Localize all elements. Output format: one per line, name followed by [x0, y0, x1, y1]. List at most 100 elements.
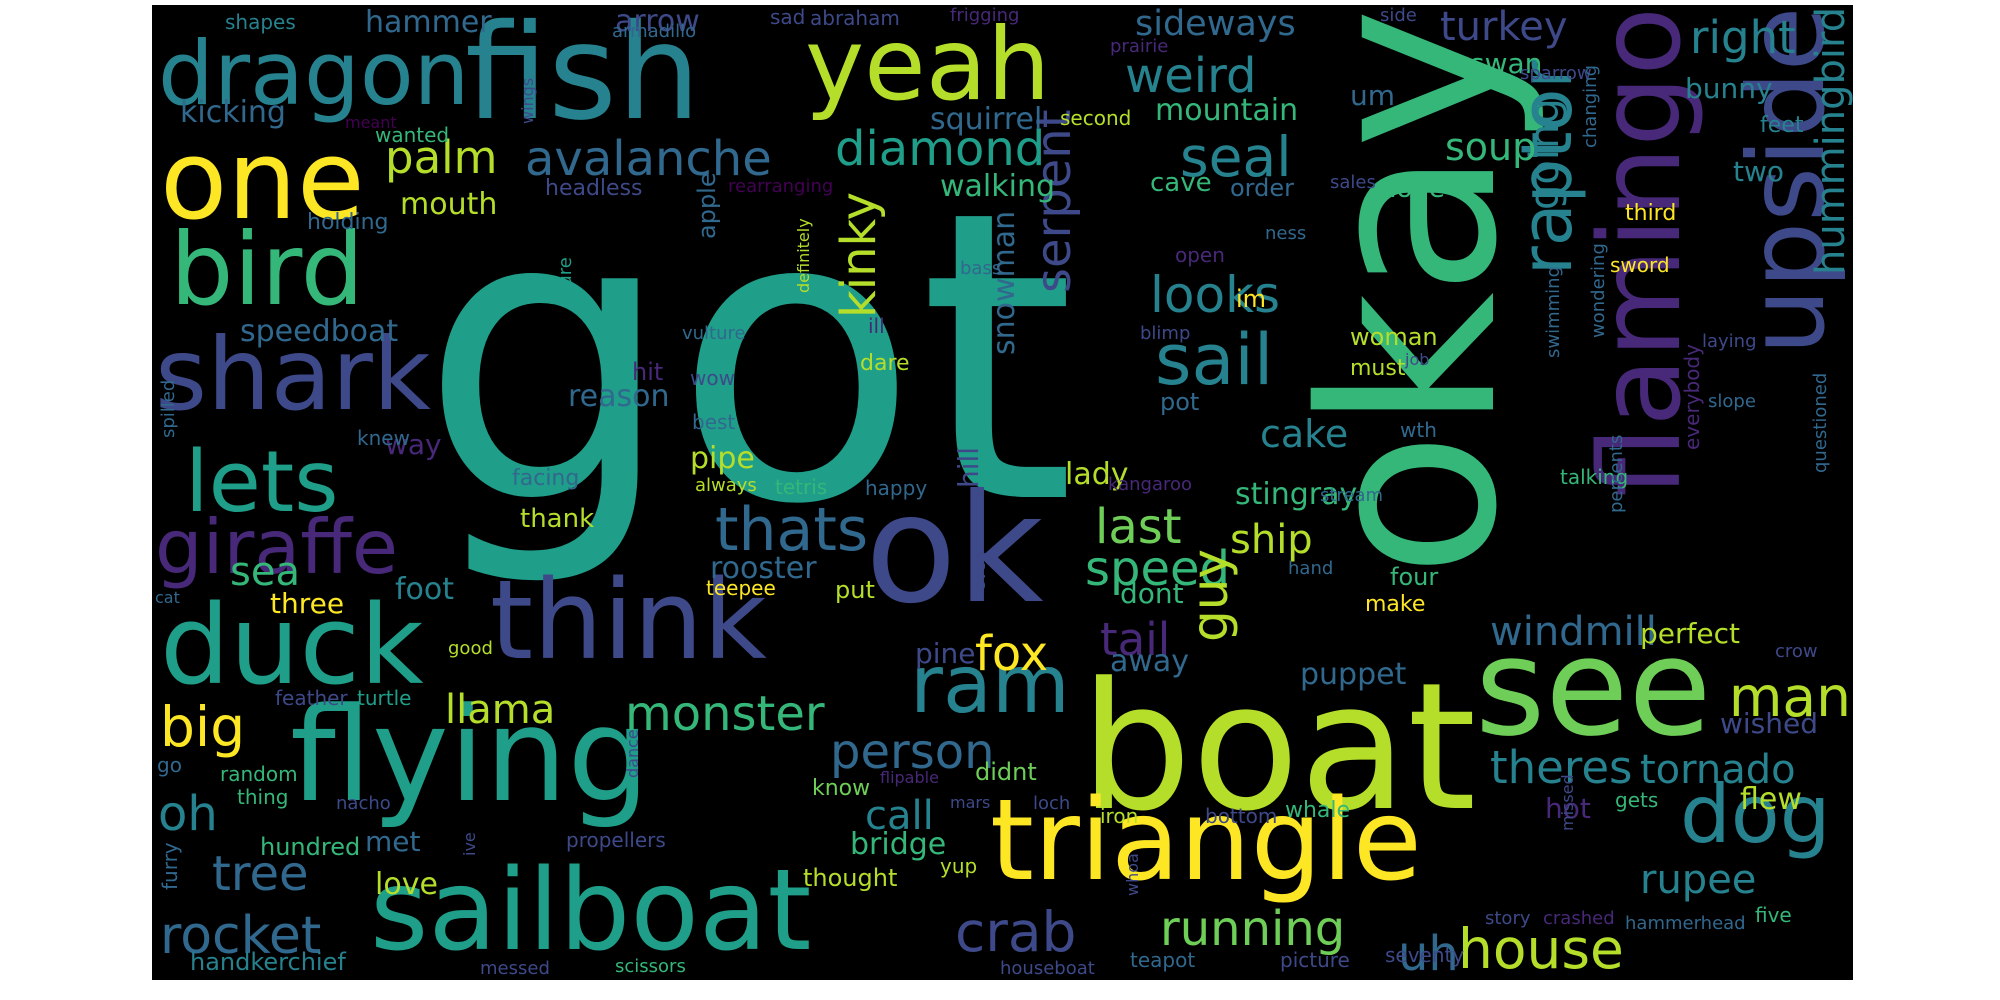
cloud-word-uh: uh: [1398, 926, 1459, 980]
cloud-word-ness: ness: [1265, 223, 1307, 244]
cloud-word-blimp: blimp: [1140, 323, 1191, 344]
cloud-word-done: done: [1380, 174, 1445, 204]
cloud-word-crow: crow: [1775, 641, 1818, 662]
cloud-word-lets: lets: [185, 433, 339, 532]
cloud-word-scissors: scissors: [615, 956, 686, 977]
cloud-word-duck: duck: [160, 581, 424, 709]
cloud-word-turtle: turtle: [357, 686, 412, 710]
cloud-word-windmill: windmill: [1490, 609, 1657, 655]
cloud-word-shark: shark: [155, 316, 431, 433]
cloud-word-reason: reason: [568, 379, 670, 414]
cloud-word-sure: sure: [555, 257, 576, 296]
cloud-word-job: job: [1405, 350, 1430, 369]
cloud-word-prairie: prairie: [1110, 36, 1169, 57]
cloud-word-weird: weird: [1125, 48, 1257, 104]
cloud-word-diamond: diamond: [835, 121, 1046, 177]
cloud-word-dance: dance: [623, 729, 642, 778]
cloud-word-avalanche: avalanche: [525, 131, 772, 187]
cloud-word-speedboat: speedboat: [240, 314, 399, 349]
cloud-word-hammer: hammer: [365, 5, 492, 40]
cloud-word-percents: percents: [1606, 434, 1627, 513]
cloud-word-see: see: [1475, 609, 1712, 766]
cloud-word-think: think: [490, 556, 767, 684]
cloud-word-always: always: [695, 475, 757, 496]
cloud-word-wth: wth: [1400, 418, 1437, 442]
cloud-word-hill: hill: [952, 446, 985, 488]
cloud-word-arrow: arrow: [615, 5, 700, 39]
cloud-word-met: met: [365, 825, 421, 858]
cloud-word-wow: wow: [690, 366, 735, 390]
cloud-word-seal: seal: [1180, 125, 1292, 189]
cloud-word-whoa: whoa: [1123, 853, 1142, 896]
cloud-word-story: story: [1485, 908, 1531, 929]
cloud-word-fish: fish: [465, 5, 701, 150]
cloud-word-palm: palm: [385, 131, 498, 184]
cloud-word-love: love: [375, 867, 438, 902]
cloud-word-kicking: kicking: [180, 95, 286, 130]
cloud-word-ram: ram: [910, 638, 1070, 731]
cloud-word-whale: whale: [1285, 798, 1351, 823]
cloud-word-side: side: [1380, 5, 1417, 26]
cloud-word-tetris: tetris: [775, 475, 828, 499]
cloud-word-sideways: sideways: [1135, 5, 1296, 44]
cloud-word-pipe: pipe: [690, 441, 755, 476]
cloud-word-four: four: [1390, 563, 1439, 591]
cloud-word-big: big: [160, 695, 246, 759]
cloud-word-perfect: perfect: [1640, 617, 1740, 650]
cloud-word-mars: mars: [950, 793, 991, 812]
cloud-word-thank: thank: [520, 504, 595, 534]
cloud-word-three: three: [270, 587, 345, 620]
cloud-word-loch: loch: [1033, 793, 1071, 814]
cloud-word-know: know: [812, 776, 871, 801]
cloud-word-armadillo: armadillo: [612, 21, 697, 42]
cloud-word-happy: happy: [865, 476, 928, 500]
cloud-word-best: best: [692, 410, 736, 434]
cloud-word-even: even: [970, 551, 989, 591]
cloud-word-bird: bird: [170, 211, 365, 328]
cloud-word-triangle: triangle: [990, 776, 1422, 906]
cloud-word-running: running: [1160, 901, 1346, 957]
cloud-word-dare: dare: [860, 351, 910, 376]
cloud-word-mouth: mouth: [400, 187, 498, 222]
cloud-word-houseboat: houseboat: [1000, 958, 1095, 979]
cloud-word-mountain: mountain: [1155, 93, 1299, 128]
cloud-word-man: man: [1728, 665, 1851, 729]
cloud-word-knew: knew: [357, 426, 410, 450]
cloud-word-two: two: [1733, 155, 1785, 188]
cloud-word-cat: cat: [155, 588, 180, 607]
cloud-word-squirrel: squirrel: [930, 102, 1043, 137]
cloud-word-im: im: [1236, 285, 1267, 313]
cloud-word-llama: llama: [445, 687, 556, 733]
cloud-word-spilled: spilled: [158, 379, 179, 438]
cloud-word-third: third: [1625, 201, 1677, 226]
cloud-word-stingray: stingray: [1235, 477, 1358, 512]
cloud-word-propellers: propellers: [566, 828, 666, 852]
cloud-word-call: call: [865, 793, 934, 839]
cloud-word-flying: flying: [290, 679, 650, 831]
cloud-word-looks: looks: [1150, 266, 1281, 324]
cloud-word-um: um: [1350, 79, 1396, 112]
cloud-word-apple: apple: [693, 172, 721, 239]
cloud-word-person: person: [830, 724, 995, 780]
cloud-word-wings: wings: [518, 77, 537, 124]
cloud-word-kangaroo: kangaroo: [1108, 474, 1193, 495]
cloud-word-hot: hot: [1545, 792, 1591, 825]
cloud-word-order: order: [1230, 174, 1294, 202]
cloud-word-slope: slope: [1708, 391, 1756, 412]
cloud-word-guy: guy: [1181, 548, 1239, 642]
cloud-word-go: go: [157, 753, 182, 777]
cloud-word-pot: pot: [1160, 388, 1200, 416]
cloud-word-house: house: [1458, 917, 1624, 980]
cloud-word-tail: tail: [1100, 613, 1171, 666]
cloud-word-everybody: everybody: [1680, 344, 1704, 450]
cloud-word-missed: missed: [1558, 774, 1577, 831]
cloud-word-giraffe: giraffe: [155, 503, 399, 591]
cloud-word-hammerhead: hammerhead: [1625, 913, 1746, 934]
cloud-word-rearranging: rearranging: [728, 176, 834, 197]
cloud-word-cave: cave: [1150, 168, 1212, 198]
cloud-word-sail: sail: [1155, 319, 1274, 401]
cloud-word-bass: bass: [960, 258, 1002, 279]
cloud-word-flew: flew: [1740, 782, 1802, 817]
cloud-word-theres: theres: [1490, 741, 1633, 794]
cloud-word-teapot: teapot: [1130, 948, 1196, 972]
